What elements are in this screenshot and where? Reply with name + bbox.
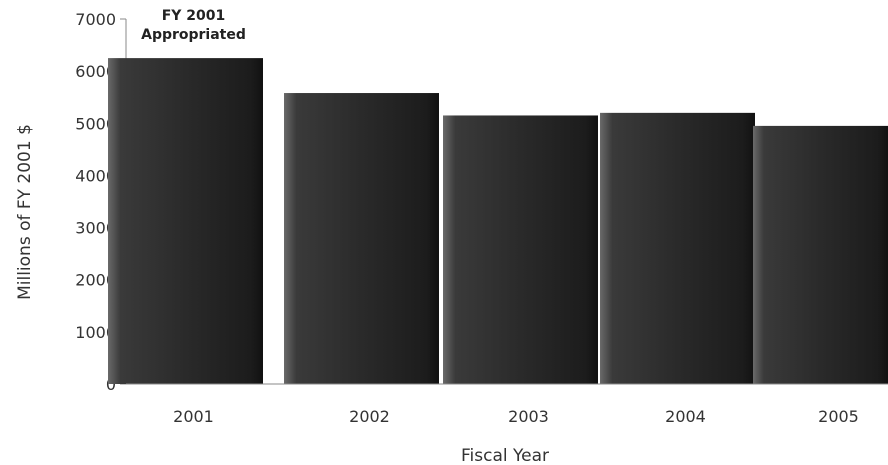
- y-tick-label: 5000: [75, 114, 116, 133]
- y-tick-label: 6000: [75, 62, 116, 81]
- y-axis-title: Millions of FY 2001 $: [15, 124, 35, 300]
- y-tick-label: 0: [106, 375, 116, 394]
- y-tick-label: 7000: [75, 10, 116, 29]
- y-tick-label: 1000: [75, 323, 116, 342]
- bar-2005: [753, 125, 888, 385]
- bars-group: [108, 58, 888, 385]
- x-tick-label: 2005: [818, 407, 859, 426]
- annotation-line: FY 2001: [162, 8, 226, 24]
- bar-2001: [108, 58, 263, 384]
- y-tick-label: 3000: [75, 219, 116, 238]
- annotation-line: Appropriated: [141, 27, 246, 43]
- bar-2004: [600, 112, 755, 384]
- y-tick-label: 4000: [75, 166, 116, 185]
- x-tick-label: 2003: [508, 407, 549, 426]
- x-tick-label: 2004: [665, 407, 706, 426]
- bar-2003: [443, 115, 598, 384]
- x-tick-label: 2002: [349, 407, 390, 426]
- x-axis: 2001 2002 2003 2004 2005: [126, 383, 888, 426]
- y-axis: 0 1000 2000 3000 4000 5000 6000 7000: [75, 10, 127, 394]
- bar-2002: [284, 93, 439, 385]
- x-tick-label: 2001: [173, 407, 214, 426]
- x-axis-title: Fiscal Year: [461, 446, 549, 465]
- y-tick-label: 2000: [75, 271, 116, 290]
- bar-annotation: FY 2001 Appropriated: [141, 8, 246, 43]
